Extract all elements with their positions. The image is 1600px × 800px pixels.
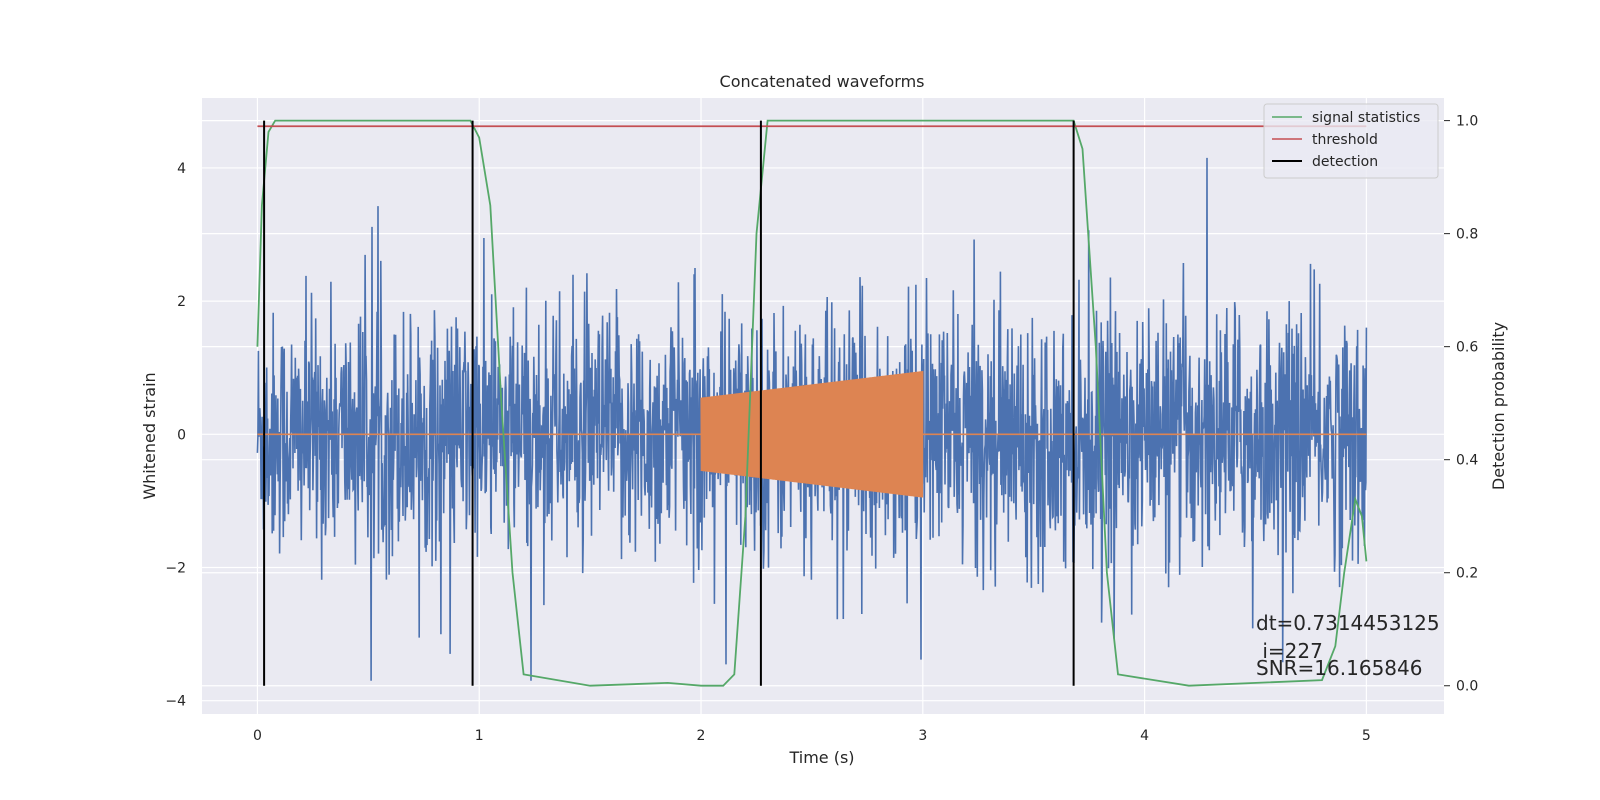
x-tick-label-2: 2 — [697, 728, 706, 744]
tick-labels: 0 1 2 3 4 5 −4 −2 0 2 4 0.0 0.2 0.4 0.6 0.8 1.0 — [165, 114, 1478, 744]
legend-box — [1263, 103, 1439, 179]
x-tick-label-0: 0 — [253, 728, 262, 744]
y-right-tick-label-0: 0.0 — [1456, 679, 1478, 695]
y-tick-label-0: −4 — [165, 694, 186, 710]
x-tick-label-5: 5 — [1362, 728, 1371, 744]
y-axis-label: Whitened strain — [140, 372, 159, 499]
legend-label-detection: detection — [1312, 154, 1378, 170]
y-right-tick-label-1: 0.2 — [1456, 566, 1478, 582]
y-tick-label-3: 2 — [177, 294, 186, 310]
annotation-index: i=227 — [1256, 639, 1323, 663]
right-axis-series — [256, 119, 1368, 687]
annotation-dt: dt=0.7314453125 — [1256, 611, 1440, 635]
signal-statistics-line — [256, 119, 1368, 687]
annotation-snr: SNR=16.165846 — [1256, 656, 1422, 680]
y-right-tick-label-4: 0.8 — [1456, 227, 1478, 243]
x-tick-label-4: 4 — [1140, 728, 1149, 744]
y-tick-label-2: 0 — [177, 427, 186, 443]
legend-label-threshold: threshold — [1312, 132, 1378, 148]
y-tick-label-1: −2 — [165, 560, 186, 576]
injected-signal-chirp — [700, 370, 924, 498]
chart-title: Concatenated waveforms — [720, 72, 925, 91]
injected-signal-series — [257, 370, 1367, 498]
x-tick-label-1: 1 — [475, 728, 484, 744]
y-right-tick-label-2: 0.4 — [1456, 453, 1478, 469]
x-tick-label-3: 3 — [918, 728, 927, 744]
x-axis-label: Time (s) — [788, 748, 854, 767]
y-axis-label-right: Detection probability — [1489, 322, 1508, 490]
legend: signal statistics threshold detection — [1263, 103, 1439, 179]
y-right-tick-label-5: 1.0 — [1456, 114, 1478, 130]
y-tick-label-4: 4 — [177, 161, 186, 177]
legend-label-signal-statistics: signal statistics — [1312, 110, 1420, 126]
y-right-tick-label-3: 0.6 — [1456, 340, 1478, 356]
